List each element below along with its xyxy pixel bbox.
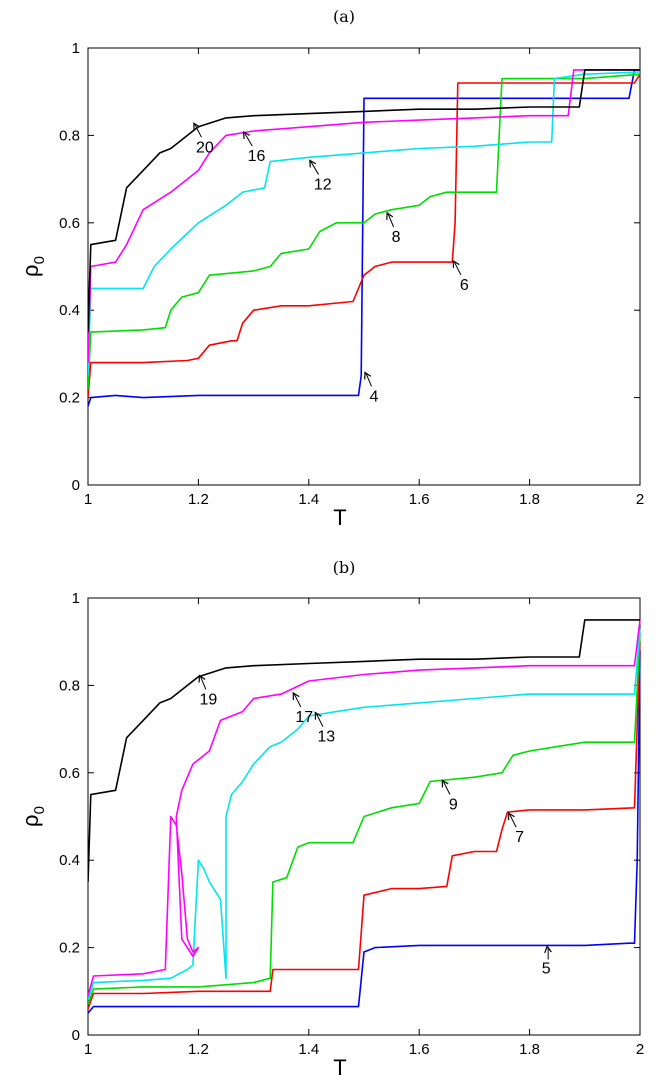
annotation-arrowhead [441, 779, 449, 788]
series-line-7 [88, 641, 641, 1010]
annotation-label-12: 12 [314, 176, 332, 193]
annotation-arrowhead [364, 371, 372, 380]
annotation-arrowhead [198, 674, 206, 683]
annotation-arrowhead [242, 130, 250, 140]
annotation-arrowhead [452, 259, 460, 268]
y-axis-label: ρ0 [18, 806, 48, 827]
series-line-19 [88, 619, 640, 883]
annotation-arrowhead [292, 691, 300, 700]
annotation-label-9: 9 [449, 796, 458, 813]
series-line-6 [88, 73, 641, 398]
annotation-arrow [199, 676, 207, 690]
annotation-label-5: 5 [542, 960, 551, 977]
annotation-arrowhead [309, 159, 317, 168]
x-tick-label: 1.8 [519, 1041, 540, 1058]
y-tick-label: 0.8 [59, 127, 80, 144]
y-tick-label: 1 [72, 40, 80, 57]
annotation-arrow [387, 213, 395, 228]
y-tick-label: 0 [72, 477, 80, 494]
series-line-12 [88, 71, 641, 376]
annotation-label-6: 6 [460, 277, 469, 294]
annotation-arrowhead [507, 812, 515, 821]
annotation-label-13: 13 [317, 729, 335, 746]
y-tick-label: 0.6 [59, 765, 80, 782]
panel-a: (a)1 1.2 1.4 1.6 1.8 200.20.40.60.81Tρ0201612… [18, 7, 644, 530]
annotation-label-17: 17 [295, 709, 313, 726]
series-line-17 [88, 619, 641, 996]
annotation-arrowhead [314, 711, 322, 720]
annotation-arrow [315, 713, 324, 727]
series-line-16 [88, 69, 640, 363]
series-line-5 [88, 650, 641, 1014]
x-tick-label: 1.2 [188, 1041, 209, 1058]
annotation-arrow [453, 261, 462, 276]
plot-frame [87, 597, 641, 1036]
series-line-13 [88, 628, 641, 1001]
annotation-arrow [365, 373, 372, 387]
annotation-arrowhead [193, 122, 201, 131]
y-tick-label: 0.2 [59, 390, 80, 407]
x-tick-label: 1.6 [409, 1041, 430, 1058]
annotation-label-20: 20 [196, 139, 214, 156]
annotation-label-7: 7 [515, 829, 524, 846]
series-line-20 [88, 69, 640, 333]
x-axis-label: T [333, 1055, 346, 1080]
annotation-arrowhead [544, 945, 552, 954]
y-tick-label: 0.8 [59, 677, 80, 694]
x-tick-label: 1.2 [188, 491, 209, 508]
x-tick-label: 1.6 [409, 491, 430, 508]
annotation-arrow [244, 132, 253, 147]
y-tick-label: 0.2 [59, 940, 80, 957]
annotation-arrow [310, 161, 319, 175]
x-tick-label: 1 [84, 1041, 92, 1058]
annotation-arrow [509, 813, 517, 828]
annotation-label-8: 8 [392, 229, 401, 246]
panel-b: (b) 1 1.2 1.4 1.6 1.8 2 0 0.2 0.4 0.6 0.8 1 Tρ0 19 1713… [18, 558, 644, 1080]
x-axis-label: T [333, 505, 346, 530]
annotation-label-4: 4 [370, 388, 379, 405]
y-tick-label: 0.4 [59, 852, 80, 869]
x-tick-label: 1.8 [519, 491, 540, 508]
panel-title: (b) [333, 558, 356, 577]
series-line-4 [88, 69, 640, 407]
annotation-label-16: 16 [248, 148, 266, 165]
y-tick-label: 0.4 [59, 302, 80, 319]
panel-title: (a) [333, 7, 355, 26]
x-tick-label: 1.4 [298, 491, 319, 508]
plot-frame [87, 47, 641, 486]
annotation-arrow [442, 781, 451, 795]
x-tick-label: 2 [636, 1041, 644, 1058]
y-tick-label: 0.6 [59, 215, 80, 232]
x-tick-label: 1 [84, 491, 92, 508]
x-tick-label: 2 [636, 491, 644, 508]
y-tick-label: 0 [72, 1027, 80, 1044]
annotation-arrow [194, 124, 202, 138]
annotation-arrow [293, 693, 302, 708]
x-tick-label: 1.4 [298, 1041, 319, 1058]
series-line-9 [88, 632, 641, 1005]
annotation-label-19: 19 [200, 691, 218, 708]
y-axis-label: ρ0 [18, 256, 48, 277]
y-tick-label: 1 [72, 590, 80, 607]
annotation-arrowhead [386, 211, 394, 220]
